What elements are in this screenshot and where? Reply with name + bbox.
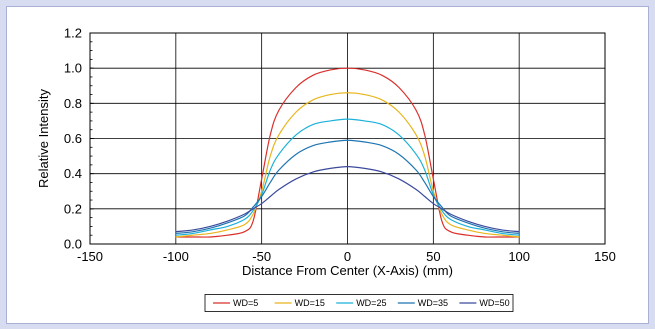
y-tick-label: 1.0: [64, 61, 82, 76]
legend: WD=5 WD=15 WD=25 WD=35 WD=50: [204, 294, 514, 312]
y-tick-label: 0.8: [64, 96, 82, 111]
y-tick-label: 0.4: [64, 166, 82, 181]
y-tick-label: 0.6: [64, 131, 82, 146]
chart-panel: [6, 6, 649, 324]
plot-frame: [89, 32, 606, 245]
y-tick-label: 0.2: [64, 201, 82, 216]
y-tick-labels: 0.0 0.2 0.4 0.6 0.8 1.0 1.2: [64, 26, 82, 252]
series-line-wd-15: [175, 92, 520, 238]
x-tick-label: 100: [508, 249, 530, 264]
legend-label: WD=25: [356, 298, 386, 308]
legend-box: [204, 294, 514, 312]
series-line-wd-5: [175, 67, 520, 238]
x-tick-label: 150: [594, 249, 616, 264]
series-lines: [175, 67, 520, 238]
x-tick-labels: -150 -100 -50 0 50 100 150: [77, 249, 616, 264]
legend-label: WD=35: [418, 298, 448, 308]
x-tick-label: 50: [426, 249, 440, 264]
grid-lines: [90, 32, 605, 245]
y-tick-label: 1.2: [64, 26, 82, 41]
legend-label: WD=15: [295, 298, 325, 308]
legend-label: WD=5: [233, 298, 258, 308]
series-line-wd-35: [175, 139, 520, 235]
x-tick-label: 0: [344, 249, 351, 264]
x-tick-label: -150: [77, 249, 103, 264]
x-tick-label: -50: [252, 249, 271, 264]
y-tick-label: 0.0: [64, 237, 82, 252]
legend-label: WD=50: [479, 298, 509, 308]
series-line-wd-50: [175, 166, 520, 233]
x-tick-label: -100: [163, 249, 189, 264]
x-axis-label: Distance From Center (X-Axis) (mm): [242, 263, 453, 278]
series-line-wd-25: [175, 118, 520, 236]
y-axis-label: Relative Intensity: [36, 89, 51, 188]
